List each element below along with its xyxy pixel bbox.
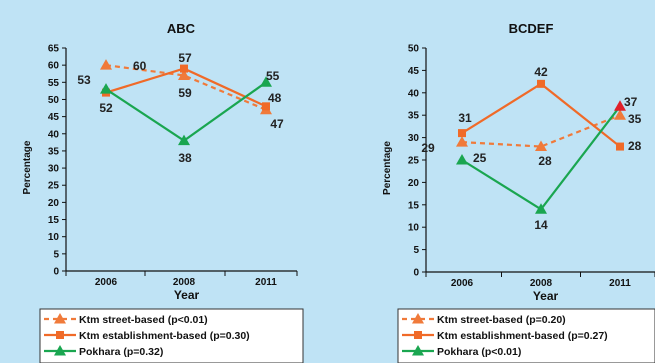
data-label: 31	[458, 111, 472, 125]
y-tick-label: 50	[48, 95, 60, 106]
chart-title: BCDEF	[509, 21, 554, 36]
y-tick-label: 45	[408, 66, 420, 77]
legend-swatch-marker	[412, 313, 424, 324]
legend-box	[39, 308, 304, 363]
chart-bcdef: BCDEF 0 5 10 15 20 25 30 35 40 45 50 2006 2008 2011 Yea…	[382, 21, 655, 363]
legend-box	[397, 308, 655, 363]
data-label: 14	[534, 218, 548, 232]
y-tick-label: 35	[408, 111, 420, 122]
y-tick-label: 55	[48, 78, 60, 89]
y-tick-label: 30	[408, 133, 420, 144]
data-label: 28	[538, 154, 552, 168]
legend-swatch-marker	[56, 331, 64, 339]
y-tick-label: 25	[408, 156, 420, 167]
data-label: 29	[421, 141, 435, 155]
y-tick-label: 5	[413, 245, 419, 256]
data-label: 60	[133, 59, 147, 73]
legend-entry: Ktm establishment-based (p=0.27)	[437, 330, 608, 342]
x-tick-label: 2008	[173, 277, 196, 288]
data-point	[616, 142, 624, 151]
legend-entry: Ktm street-based (p<0.01)	[79, 314, 208, 326]
legend-entry: Pokhara (p<0.01)	[437, 346, 521, 358]
legend-swatch-marker	[414, 331, 422, 339]
legend-entry: Pokhara (p=0.32)	[79, 346, 163, 358]
y-tick-label: 10	[408, 223, 420, 234]
data-point	[260, 76, 272, 87]
y-tick-label: 15	[48, 215, 60, 226]
y-tick-label: 35	[48, 146, 60, 157]
legend-entry: Ktm establishment-based (p=0.30)	[79, 330, 250, 342]
y-tick-label: 45	[48, 112, 60, 123]
chart-abc: ABC 0 5 10 15 20 25 30 35 40 45 50 55 60 65 2006 2008 201…	[22, 21, 304, 363]
x-tick-label: 2011	[609, 278, 631, 289]
y-tick-label: 0	[413, 268, 419, 279]
x-tick-label: 2006	[451, 278, 474, 289]
data-point	[456, 136, 468, 147]
legend-swatch-marker	[412, 345, 424, 356]
y-tick-label: 40	[48, 129, 60, 140]
y-tick-label: 0	[53, 267, 59, 278]
data-point	[180, 64, 188, 73]
data-label: 53	[77, 73, 91, 87]
data-label: 55	[266, 69, 280, 83]
chart-title: ABC	[167, 21, 196, 36]
data-label: 59	[178, 86, 192, 100]
data-point	[100, 59, 112, 70]
data-point	[262, 102, 270, 111]
data-point	[537, 79, 545, 88]
legend-swatch-marker	[54, 313, 66, 324]
data-point	[178, 69, 190, 80]
y-tick-label: 60	[48, 61, 60, 72]
y-tick-label: 30	[48, 164, 60, 175]
data-point	[614, 100, 626, 111]
x-tick-label: 2006	[95, 277, 118, 288]
y-tick-label: 20	[408, 178, 420, 189]
data-label: 42	[534, 65, 548, 79]
y-tick-label: 40	[408, 88, 420, 99]
series-line-0	[105, 64, 267, 111]
legend-entry: Ktm street-based (p=0.20)	[437, 314, 566, 326]
y-tick-label: 15	[408, 200, 420, 211]
y-tick-label: 50	[408, 44, 420, 55]
data-label: 52	[99, 101, 113, 115]
data-point	[456, 154, 468, 165]
y-tick-label: 65	[48, 44, 60, 55]
data-label: 57	[178, 51, 192, 65]
data-point	[458, 129, 466, 138]
data-point	[535, 203, 547, 214]
data-point	[100, 83, 112, 94]
data-label: 35	[628, 112, 642, 126]
y-axis-label: Percentage	[22, 140, 33, 194]
x-axis-label: Year	[533, 289, 559, 303]
data-label: 37	[624, 95, 638, 109]
y-tick-label: 25	[48, 181, 60, 192]
data-point	[178, 134, 190, 146]
data-label: 48	[268, 91, 282, 105]
y-axis-label: Percentage	[382, 141, 393, 195]
x-tick-label: 2011	[255, 277, 277, 288]
x-axis-label: Year	[174, 288, 200, 302]
data-label: 47	[270, 117, 284, 131]
x-tick-label: 2008	[530, 278, 553, 289]
y-tick-label: 20	[48, 198, 60, 209]
data-label: 28	[628, 139, 642, 153]
data-point	[535, 140, 547, 152]
y-tick-label: 5	[53, 249, 59, 260]
data-point	[614, 109, 626, 120]
data-label: 25	[473, 151, 487, 165]
legend-swatch-marker	[54, 345, 66, 356]
data-label: 38	[178, 151, 192, 165]
y-tick-label: 10	[48, 232, 60, 243]
